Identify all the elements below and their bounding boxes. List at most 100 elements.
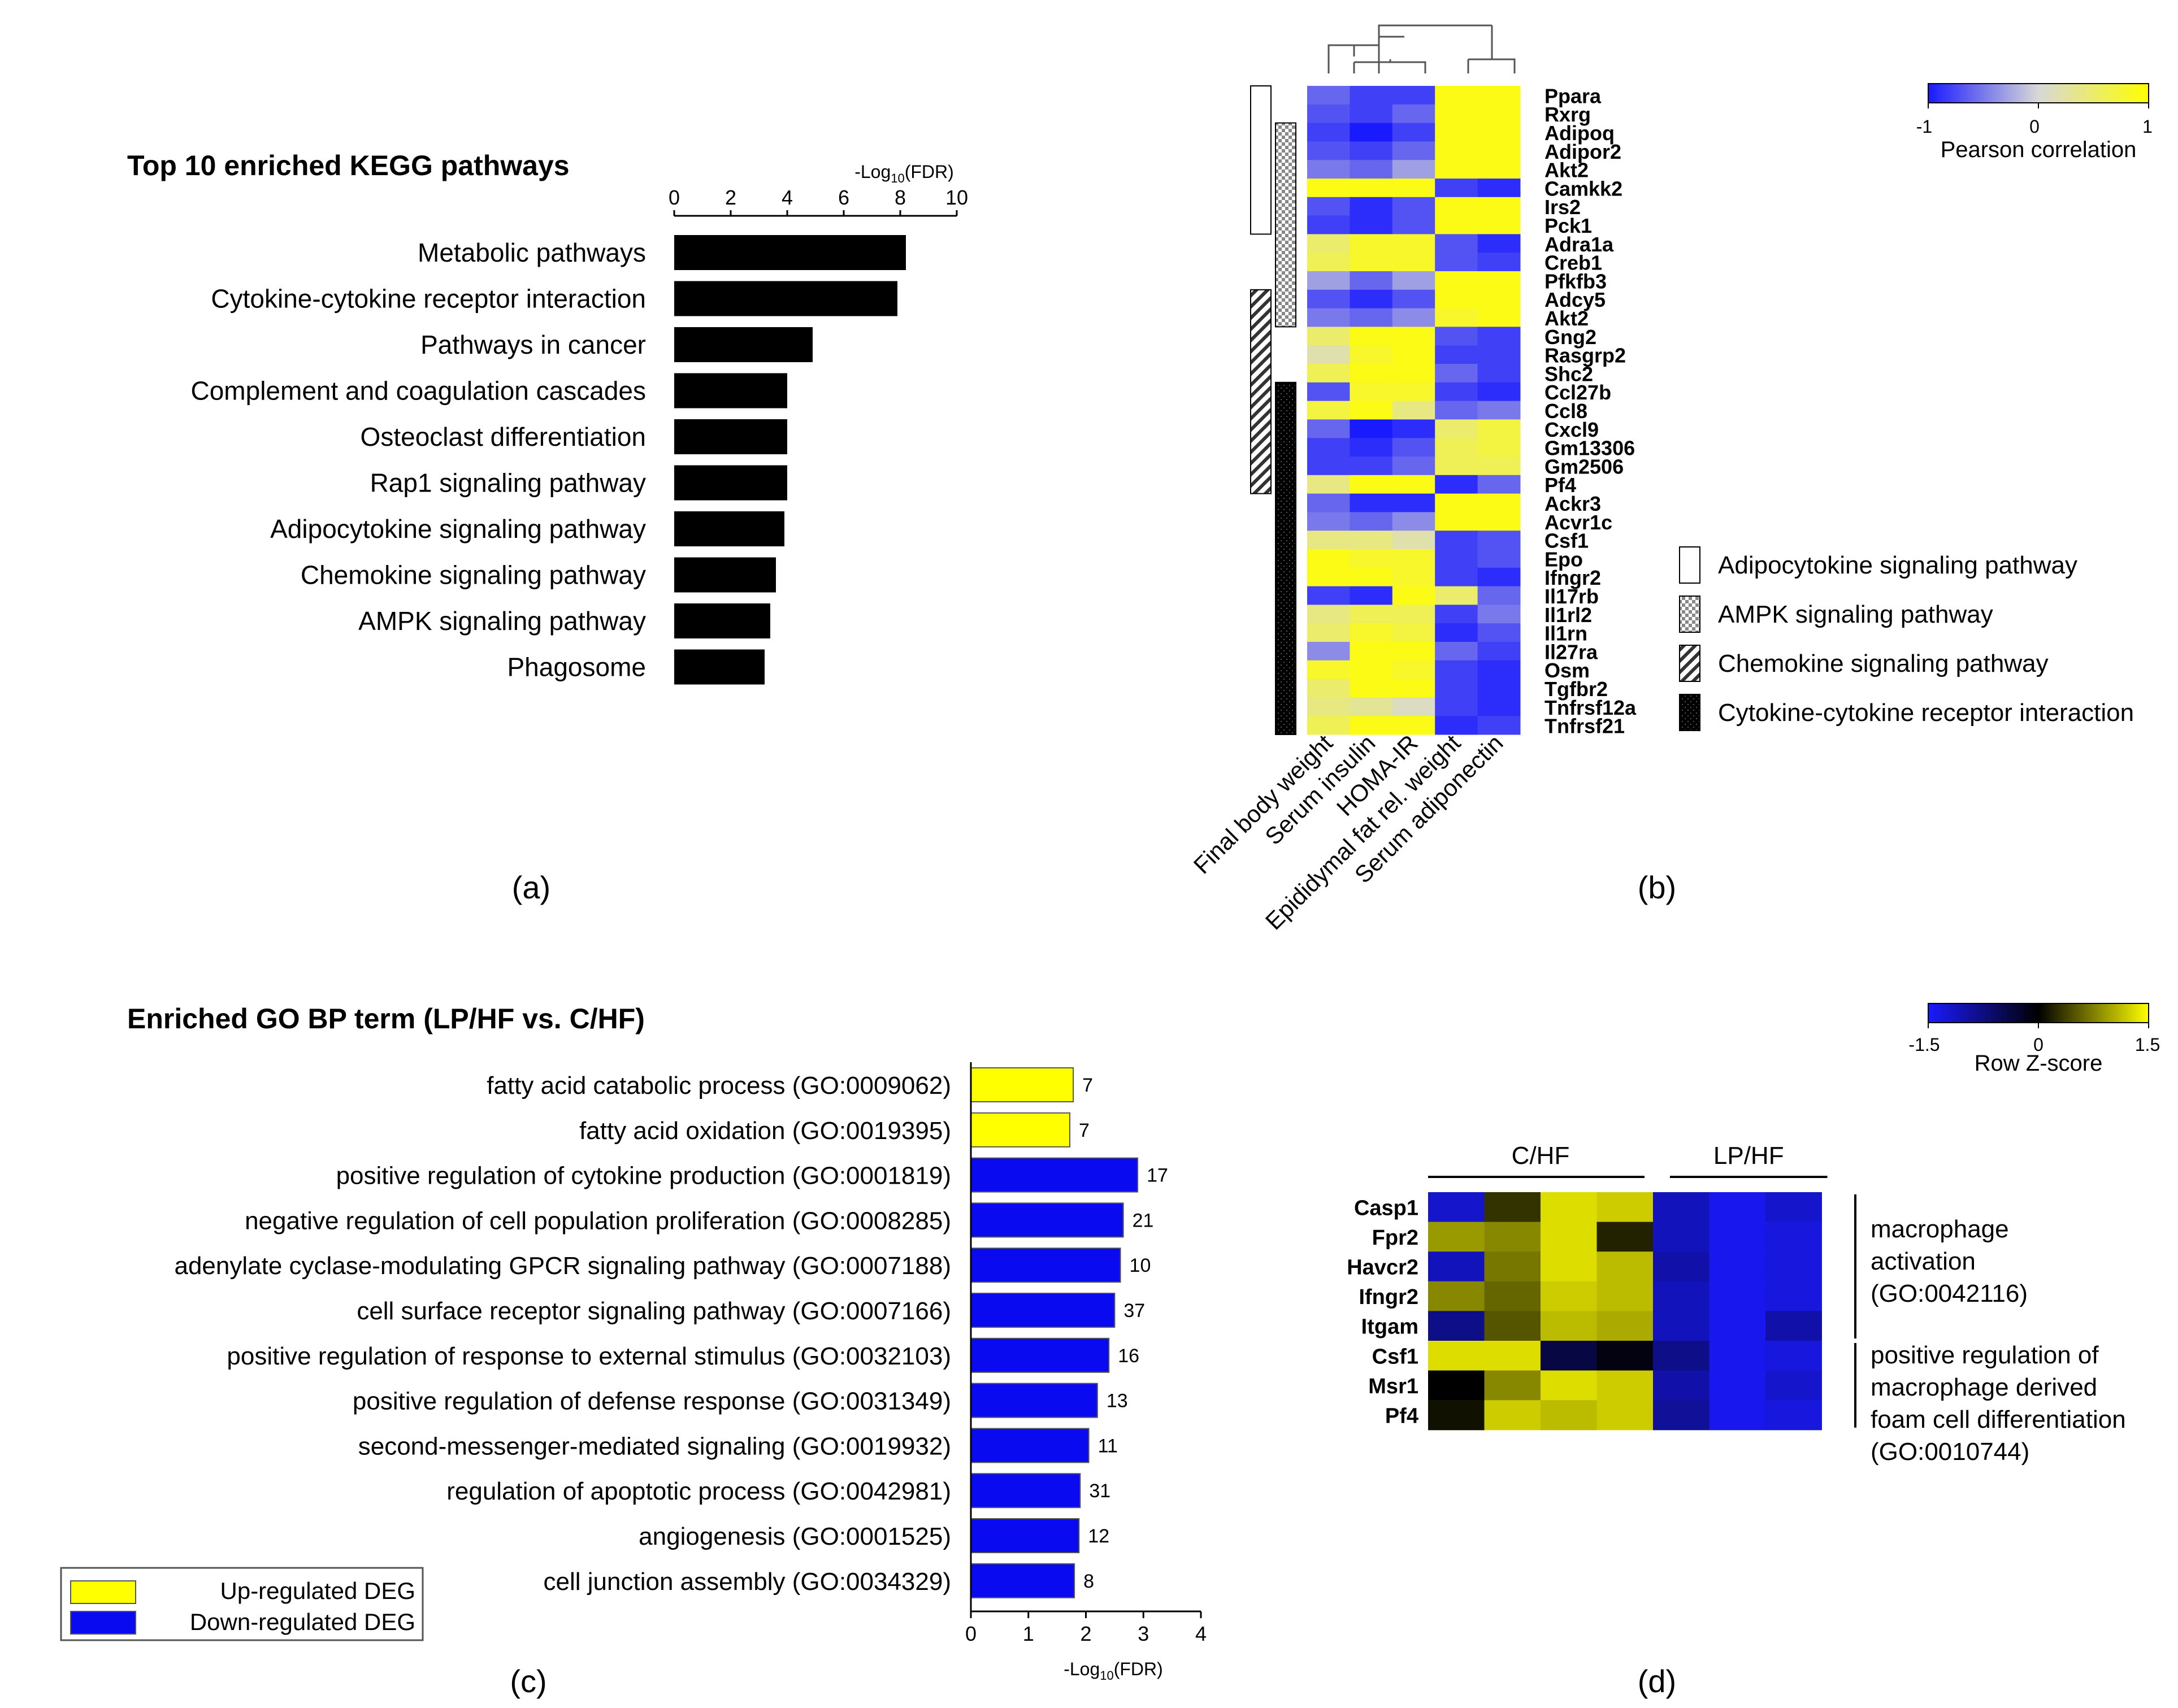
chart-b-cell bbox=[1392, 567, 1435, 587]
chart-b-cell bbox=[1307, 493, 1350, 512]
chart-c-bar bbox=[970, 1383, 1098, 1418]
chart-b-cell bbox=[1435, 401, 1478, 420]
chart-b-cell bbox=[1435, 86, 1478, 105]
chart-a-category-label: Complement and coagulation cascades bbox=[191, 376, 647, 406]
chart-b-cell bbox=[1477, 567, 1521, 587]
chart-a-bar bbox=[674, 557, 776, 593]
panel-label-b: (b) bbox=[1638, 870, 1676, 905]
chart-b-cell bbox=[1477, 104, 1521, 124]
chart-c-bar bbox=[970, 1112, 1071, 1148]
chart-d-cell bbox=[1596, 1311, 1654, 1341]
chart-b-cell bbox=[1392, 401, 1435, 420]
chart-b-cell bbox=[1307, 345, 1350, 364]
chart-a-x-axis: 0 2 4 6 8 10 bbox=[669, 186, 968, 217]
chart-a-category-label: Cytokine-cytokine receptor interaction bbox=[211, 284, 646, 314]
chart-a-tick-label: 6 bbox=[838, 186, 849, 209]
chart-b-cell bbox=[1477, 289, 1521, 309]
chart-b-cell bbox=[1350, 567, 1393, 587]
chart-b-row-label: Csf1 bbox=[1544, 529, 1589, 553]
chart-b-cell bbox=[1392, 549, 1435, 568]
chart-b-row-label: Ccl8 bbox=[1544, 399, 1587, 423]
chart-b-cell bbox=[1435, 345, 1478, 364]
chart-b-cell bbox=[1307, 104, 1350, 124]
chart-d-cell bbox=[1653, 1222, 1710, 1252]
chart-c-count-label: 17 bbox=[1147, 1165, 1168, 1187]
chart-b-row-label: Rasgrp2 bbox=[1544, 344, 1626, 367]
chart-b-cell bbox=[1435, 697, 1478, 716]
chart-a-bar bbox=[674, 603, 770, 638]
chart-b-row-label: Ifngr2 bbox=[1544, 566, 1601, 589]
chart-b-cell bbox=[1307, 475, 1350, 494]
chart-c-axis-label: -Log10(FDR) bbox=[1064, 1659, 1163, 1683]
chart-b-cell bbox=[1350, 327, 1393, 346]
chart-b-legend-swatch bbox=[1679, 596, 1700, 633]
chart-c-category-label: negative regulation of cell population p… bbox=[245, 1207, 951, 1235]
chart-b-cell bbox=[1307, 215, 1350, 234]
chart-b-cell bbox=[1350, 438, 1393, 457]
chart-c-bar bbox=[970, 1337, 1110, 1373]
chart-b-cell bbox=[1350, 289, 1393, 309]
chart-b-cell bbox=[1435, 531, 1478, 550]
chart-c-tick-label: 3 bbox=[1138, 1622, 1149, 1645]
chart-b-cell bbox=[1392, 531, 1435, 550]
chart-c-count-label: 11 bbox=[1098, 1435, 1118, 1457]
chart-d-cell bbox=[1484, 1370, 1541, 1401]
chart-a-category-label: Pathways in cancer bbox=[420, 330, 646, 359]
chart-b-row-label: Ppara bbox=[1544, 84, 1602, 107]
chart-b-cell bbox=[1392, 512, 1435, 531]
chart-b-row-label: Il17rb bbox=[1544, 585, 1599, 608]
chart-b-cell bbox=[1477, 215, 1521, 234]
chart-b-cell bbox=[1477, 475, 1521, 494]
chart-a-category-label: Phagosome bbox=[507, 653, 647, 682]
chart-b-cell bbox=[1435, 512, 1478, 531]
chart-d-cell bbox=[1484, 1341, 1541, 1371]
chart-b-cell bbox=[1435, 253, 1478, 272]
chart-b-cell bbox=[1435, 586, 1478, 605]
chart-b-cell bbox=[1350, 271, 1393, 290]
chart-d-cell bbox=[1428, 1341, 1485, 1371]
chart-b-row-label: Adipor2 bbox=[1544, 140, 1621, 163]
chart-b-cell bbox=[1392, 457, 1435, 476]
chart-c-category-label: cell junction assembly (GO:0034329) bbox=[544, 1568, 951, 1596]
chart-b-cell bbox=[1477, 160, 1521, 179]
chart-d-row-label: Casp1 bbox=[1354, 1196, 1418, 1220]
chart-b-cell bbox=[1392, 623, 1435, 642]
chart-d-cell bbox=[1428, 1222, 1485, 1252]
chart-b-cell bbox=[1392, 642, 1435, 661]
chart-b-cell bbox=[1392, 475, 1435, 494]
chart-b-cell bbox=[1392, 716, 1435, 735]
chart-b-cell bbox=[1392, 493, 1435, 512]
chart-b-cell bbox=[1435, 141, 1478, 160]
chart-b-cell bbox=[1477, 364, 1521, 383]
chart-b-cell bbox=[1435, 123, 1478, 142]
chart-a-tick-label: 2 bbox=[725, 186, 736, 209]
chart-d-colorbar-tick: 0 bbox=[2033, 1035, 2043, 1055]
chart-c-bar bbox=[970, 1563, 1075, 1598]
chart-b-cell bbox=[1350, 253, 1393, 272]
chart-d-cell bbox=[1484, 1281, 1541, 1311]
chart-b-cell bbox=[1307, 549, 1350, 568]
chart-c-count-label: 8 bbox=[1083, 1571, 1094, 1592]
chart-b-cell bbox=[1477, 586, 1521, 605]
chart-d-cell bbox=[1596, 1400, 1654, 1431]
chart-b-cell bbox=[1477, 493, 1521, 512]
chart-a-axis-label: -Log10(FDR) bbox=[854, 162, 954, 185]
chart-b-legend-label: Chemokine signaling pathway bbox=[1718, 650, 2049, 677]
chart-b-cell bbox=[1435, 104, 1478, 124]
chart-d-cell bbox=[1428, 1192, 1485, 1223]
chart-b-cell bbox=[1392, 586, 1435, 605]
chart-c-legend-down-swatch bbox=[70, 1611, 136, 1635]
chart-b-row-label: Creb1 bbox=[1544, 251, 1602, 275]
chart-b-cell bbox=[1392, 382, 1435, 402]
chart-b-cell bbox=[1307, 623, 1350, 642]
chart-d-cell bbox=[1653, 1311, 1710, 1341]
chart-b-cell bbox=[1435, 493, 1478, 512]
chart-d-row-group-label: macrophage derived bbox=[1871, 1374, 2097, 1401]
chart-d-cell bbox=[1596, 1222, 1654, 1252]
chart-a-bars: Metabolic pathways Cytokine-cytokine rece… bbox=[191, 235, 906, 685]
chart-b-cell bbox=[1477, 327, 1521, 346]
chart-b-cell bbox=[1392, 271, 1435, 290]
chart-b-cell bbox=[1307, 401, 1350, 420]
chart-b-row-label: Il27ra bbox=[1544, 640, 1598, 663]
